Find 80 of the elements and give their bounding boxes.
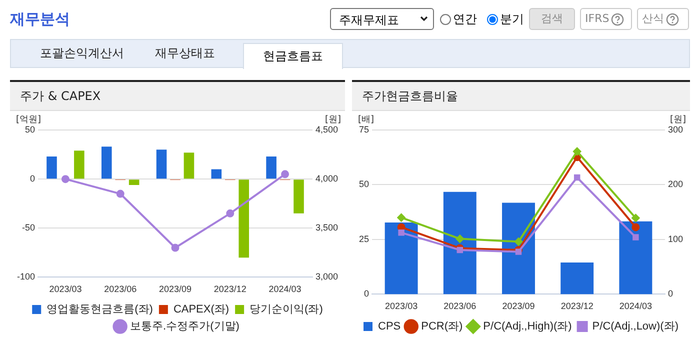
y2-tick-label: 4,500 [315, 124, 338, 134]
y-tick-label: 50 [358, 179, 370, 190]
y-tick-label: 0 [364, 288, 370, 299]
x-tick-label: 2023/09 [158, 284, 192, 294]
text: 현금흐름표 [243, 43, 343, 69]
legend-label: P/C(Adj.,High)(좌) [483, 320, 572, 333]
bar [74, 150, 84, 179]
chart-title: 주가 & CAPEX [10, 80, 345, 111]
y2-tick-label: 3,000 [315, 272, 338, 282]
text: 재무분석 [10, 10, 70, 29]
bar [238, 180, 250, 258]
bar [294, 180, 304, 214]
y-tick-label: 25 [358, 234, 370, 244]
x-tick-label: 2023/03 [49, 284, 82, 294]
y2-tick-label: 300 [668, 124, 684, 134]
point [398, 230, 404, 236]
text: 포괄손익계산서 [40, 45, 124, 62]
point [514, 238, 522, 246]
y2-axis-title: [원] [324, 114, 341, 125]
y2-tick-label: 0 [668, 288, 673, 299]
legend-label: P/C(Adj.,Low)(좌) [592, 320, 678, 333]
bar [443, 192, 476, 294]
y-tick-label: 0 [30, 174, 36, 184]
bar [560, 262, 594, 294]
x-tick-label: 2023/06 [104, 284, 137, 294]
text: 재무상태표 [155, 45, 215, 62]
y2-axis-title: [원] [670, 114, 686, 125]
point [281, 170, 290, 178]
bar [384, 222, 418, 294]
x-tick-label: 2023/12 [214, 284, 246, 294]
point [116, 190, 124, 198]
y-axis-title: [배] [358, 114, 374, 125]
point [632, 223, 640, 232]
bar [184, 152, 194, 179]
chart-title: 주가현금흐름비율 [352, 80, 690, 111]
x-tick-label: 2023/12 [560, 301, 594, 312]
x-tick-label: 2023/03 [385, 301, 418, 312]
y-tick-label: 75 [358, 124, 370, 134]
legend-label: 영업활동현금흐름(좌) [46, 304, 153, 316]
point [632, 214, 640, 222]
point [574, 174, 580, 181]
point [226, 209, 234, 218]
bar [619, 221, 652, 294]
legend-label: CPS [378, 320, 401, 333]
legend-label: CAPEX(좌) [173, 304, 230, 316]
point [397, 214, 406, 222]
text: 검색 [529, 8, 575, 30]
bar [266, 156, 276, 179]
legend-label: PCR(좌) [421, 320, 463, 333]
point [456, 246, 464, 254]
y2-tick-label: 100 [668, 234, 684, 244]
y2-tick-label: 200 [668, 179, 684, 190]
y2-tick-label: 4,000 [315, 174, 338, 184]
text: IFRS [580, 8, 632, 30]
legend-label: 보통주.수정주가(기말) [130, 320, 240, 333]
x-tick-label: 2024/03 [268, 284, 302, 294]
text: 산식 [637, 8, 689, 30]
bar [211, 169, 222, 179]
point [171, 244, 180, 252]
point [573, 147, 582, 156]
x-tick-label: 2023/09 [502, 301, 535, 312]
y-tick-label: -100 [17, 272, 36, 282]
point [61, 175, 70, 184]
x-tick-label: 2024/03 [619, 301, 652, 312]
text: 분기 [499, 11, 524, 28]
y-tick-label: -50 [22, 222, 36, 233]
bar [46, 156, 57, 179]
point [515, 248, 522, 255]
x-tick-label: 2023/06 [444, 301, 476, 312]
y2-tick-label: 3,500 [315, 222, 338, 233]
point [632, 234, 639, 240]
bar [101, 146, 112, 179]
y-tick-label: 50 [25, 124, 36, 134]
bar [128, 180, 140, 185]
y-axis-title: [억원] [16, 114, 42, 125]
bar [156, 150, 167, 179]
point [456, 234, 464, 243]
text: 주재무제표 [330, 8, 434, 30]
text: 연간 [452, 11, 477, 28]
legend-label: 당기순이익(좌) [250, 304, 323, 316]
